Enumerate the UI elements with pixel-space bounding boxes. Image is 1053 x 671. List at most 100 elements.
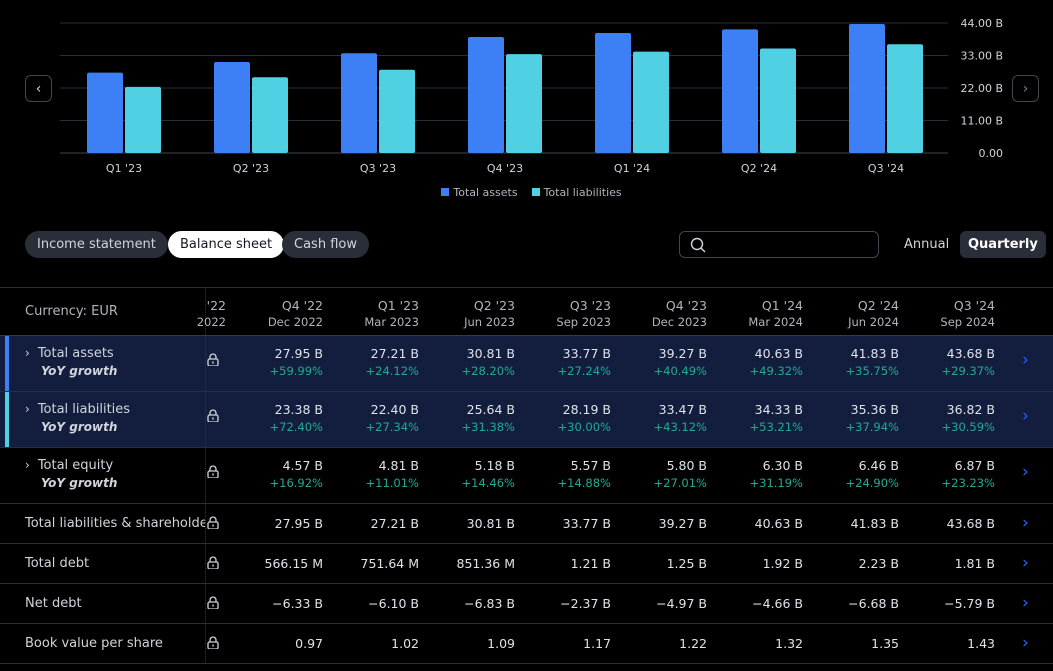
yoy-growth-cell: +53.21%	[749, 420, 804, 434]
row-label[interactable]: › Total liabilities	[25, 402, 205, 417]
yoy-growth-cell: +49.32%	[749, 364, 804, 378]
column-header-date: Jun 2023	[464, 315, 515, 329]
lock-icon[interactable]	[206, 409, 220, 425]
yoy-growth-cell: +14.46%	[461, 476, 516, 490]
value-cell: 33.47 B	[658, 402, 707, 417]
tab-cash-flow[interactable]: Cash flow	[282, 231, 369, 258]
table-row[interactable]: › Total assets YoY growth 27.95 B +59.99% 27.…	[0, 336, 1053, 392]
chevron-right-icon[interactable]: ›	[1022, 406, 1029, 426]
tab-balance-sheet[interactable]: Balance sheet	[168, 231, 285, 258]
yoy-growth-cell: +28.20%	[461, 364, 516, 378]
bar-total-liabilities[interactable]	[125, 86, 161, 153]
yoy-growth-cell: +11.01%	[365, 476, 420, 490]
table-row[interactable]: Book value per share 0.97 1.02 1.09 1.17 1.22…	[0, 624, 1053, 664]
lock-icon[interactable]	[206, 636, 220, 652]
yoy-growth-cell: +30.00%	[557, 420, 612, 434]
row-label[interactable]: Total liabilities & shareholders' equity	[25, 516, 205, 531]
column-header-date: Sep 2023	[556, 315, 611, 329]
y-tick-label: 0.00	[979, 147, 1004, 160]
value-cell: 30.81 B	[466, 346, 515, 361]
yoy-growth-cell: +43.12%	[653, 420, 708, 434]
tab-income-statement[interactable]: Income statement	[25, 231, 168, 258]
row-label[interactable]: › Total equity	[25, 458, 205, 473]
chevron-right-icon[interactable]: ›	[1022, 513, 1029, 533]
column-divider	[205, 584, 206, 623]
row-label[interactable]: Book value per share	[25, 636, 205, 651]
bar-total-liabilities[interactable]	[506, 54, 542, 154]
legend-total-assets[interactable]: Total assets	[441, 186, 518, 199]
row-label[interactable]: Total debt	[25, 556, 205, 571]
search-input[interactable]	[679, 231, 879, 258]
lock-icon[interactable]	[206, 596, 220, 612]
row-sublabel: YoY growth	[41, 476, 118, 490]
value-cell: 41.83 B	[850, 516, 899, 531]
yoy-growth-cell: +72.40%	[269, 420, 324, 434]
column-header-date: Dec 2022	[267, 315, 323, 329]
column-divider	[205, 448, 206, 503]
chevron-left-icon: ‹	[35, 80, 42, 97]
lock-icon[interactable]	[206, 556, 220, 572]
lock-icon[interactable]	[206, 353, 220, 369]
lock-icon[interactable]	[206, 516, 220, 532]
bar-total-liabilities[interactable]	[633, 51, 669, 154]
table-row[interactable]: Total liabilities & shareholders' equity…	[0, 504, 1053, 544]
yoy-growth-cell: +37.94%	[845, 420, 900, 434]
chart-prev-button[interactable]: ‹	[25, 75, 52, 102]
bar-total-assets[interactable]	[468, 36, 504, 153]
bar-total-liabilities[interactable]	[379, 69, 415, 153]
chevron-right-icon[interactable]: ›	[1022, 462, 1029, 482]
legend-total-liabilities[interactable]: Total liabilities	[531, 186, 622, 199]
bar-total-assets[interactable]	[87, 72, 123, 153]
bar-total-liabilities[interactable]	[760, 48, 796, 154]
bar-total-assets[interactable]	[595, 32, 631, 153]
table-row[interactable]: Total debt 566.15 M 751.64 M 851.36 M 1.21 B…	[0, 544, 1053, 584]
lock-icon[interactable]	[206, 465, 220, 481]
table-row[interactable]: Net debt −6.33 B −6.10 B −6.83 B −2.37 B −4.9…	[0, 584, 1053, 624]
yoy-growth-cell: +16.92%	[269, 476, 324, 490]
row-label-text: Total liabilities & shareholders' equity	[25, 516, 205, 531]
value-cell: 6.87 B	[954, 458, 995, 473]
bar-total-assets[interactable]	[214, 61, 250, 153]
chevron-right-icon[interactable]: ›	[1022, 553, 1029, 573]
bar-total-assets[interactable]	[849, 23, 885, 154]
value-cell: 39.27 B	[658, 516, 707, 531]
value-cell: 1.32	[775, 636, 803, 651]
chevron-right-icon[interactable]: ›	[1022, 350, 1029, 370]
period-quarterly-button[interactable]: Quarterly	[960, 231, 1046, 258]
column-header-period: Q2 '24	[857, 298, 899, 313]
column-header-period: Q1 '24	[761, 298, 803, 313]
row-label[interactable]: › Total assets	[25, 346, 205, 361]
value-cell: 5.80 B	[666, 458, 707, 473]
value-cell: 1.22	[679, 636, 707, 651]
value-cell: −4.97 B	[656, 596, 707, 611]
value-cell: −4.66 B	[752, 596, 803, 611]
value-cell: −6.68 B	[848, 596, 899, 611]
row-label[interactable]: Net debt	[25, 596, 205, 611]
chevron-right-icon[interactable]: ›	[1022, 633, 1029, 653]
bar-total-liabilities[interactable]	[887, 44, 923, 153]
y-tick-label: 11.00 B	[960, 115, 1003, 128]
row-sublabel: YoY growth	[41, 364, 118, 378]
bar-chart: 44.00 B 33.00 B 22.00 B 11.00 B 0.00 Q1 '23 Q2…	[60, 17, 1004, 175]
yoy-growth-cell: +31.38%	[461, 420, 516, 434]
bar-total-liabilities[interactable]	[252, 77, 288, 153]
chart-next-button[interactable]: ›	[1012, 75, 1039, 102]
yoy-growth-cell: +40.49%	[653, 364, 708, 378]
column-header-date: Jun 2024	[848, 315, 899, 329]
row-label-text: Net debt	[25, 596, 82, 611]
bar-total-assets[interactable]	[722, 29, 758, 154]
yoy-growth-cell: +30.59%	[941, 420, 996, 434]
yoy-growth-cell: +29.37%	[941, 364, 996, 378]
period-annual-button[interactable]: Annual	[904, 237, 950, 252]
column-header-date: Mar 2023	[364, 315, 419, 329]
value-cell: 43.68 B	[946, 346, 995, 361]
column-divider	[205, 392, 206, 447]
table-row[interactable]: › Total equity YoY growth 4.57 B +16.92% 4.81…	[0, 448, 1053, 504]
expand-chevron-icon: ›	[25, 346, 30, 360]
table-row[interactable]: › Total liabilities YoY growth 23.38 B +72.4…	[0, 392, 1053, 448]
value-cell: 22.40 B	[370, 402, 419, 417]
value-cell: 40.63 B	[754, 346, 803, 361]
x-tick-label: Q2 '23	[233, 162, 269, 175]
bar-total-assets[interactable]	[341, 53, 377, 153]
chevron-right-icon[interactable]: ›	[1022, 593, 1029, 613]
